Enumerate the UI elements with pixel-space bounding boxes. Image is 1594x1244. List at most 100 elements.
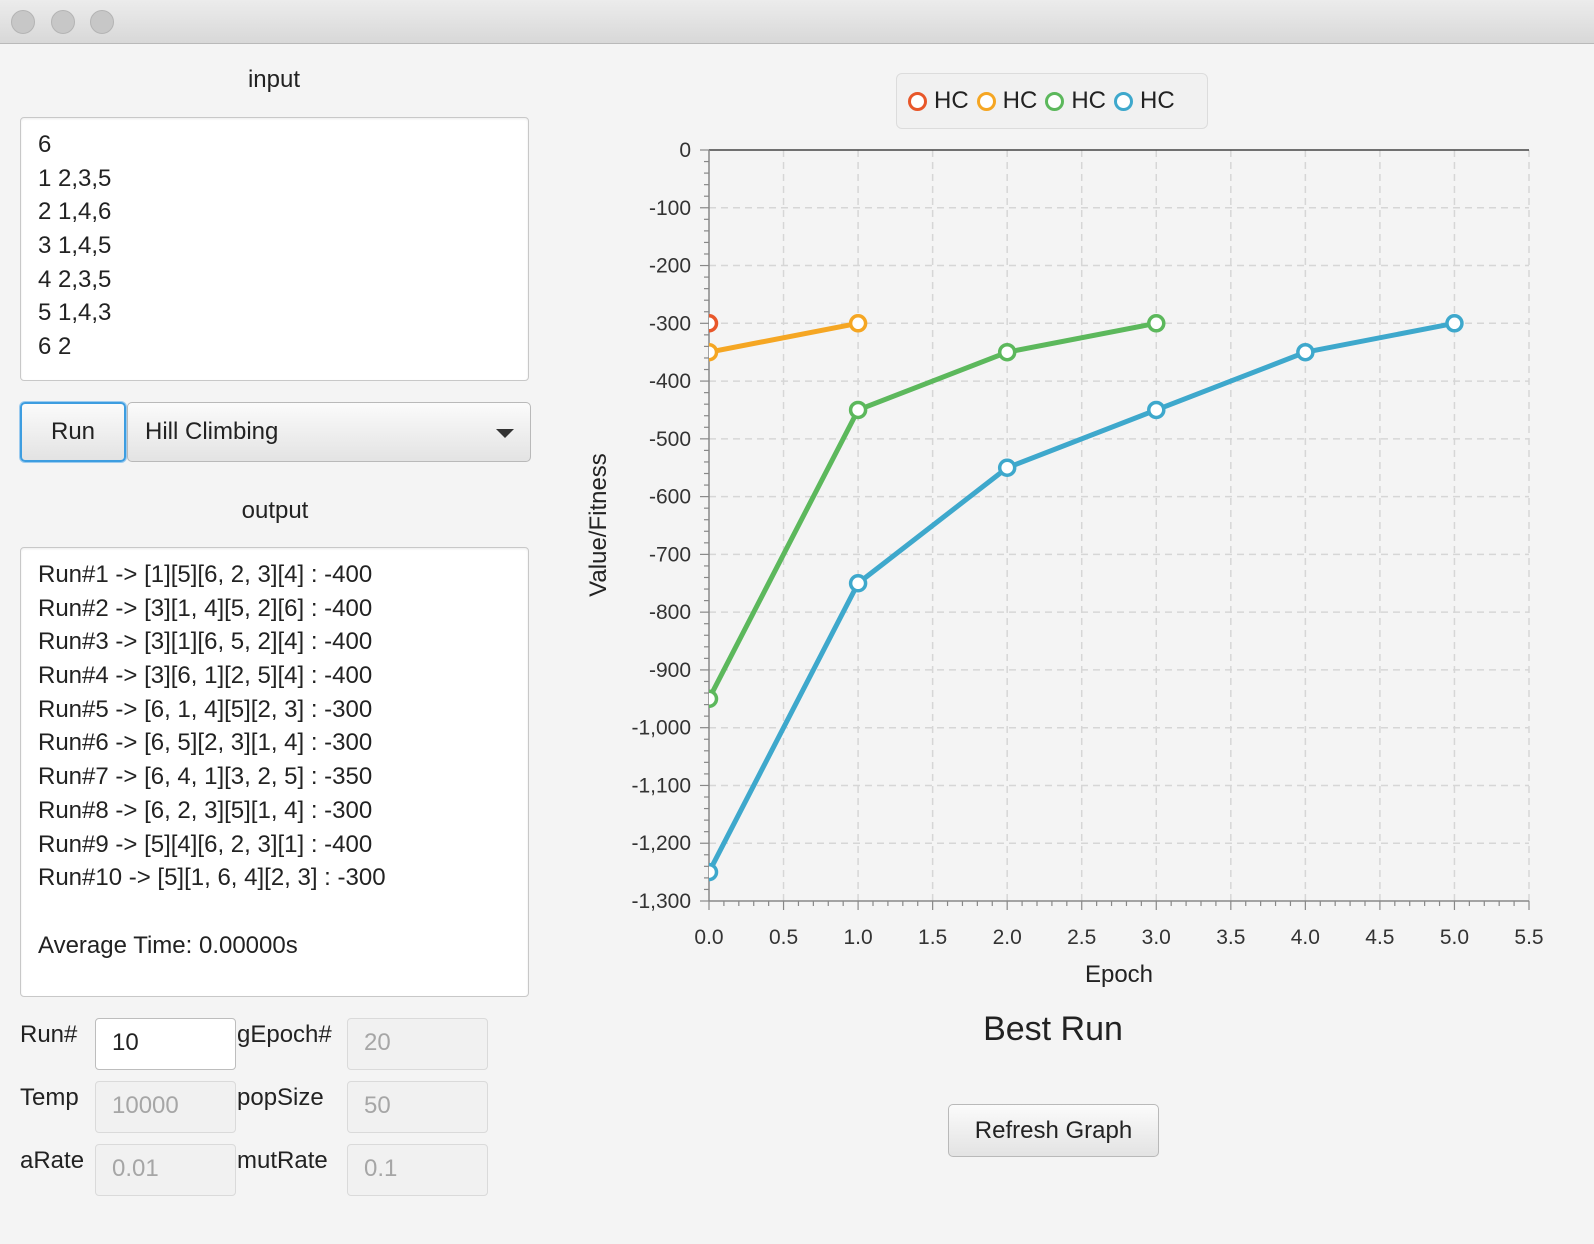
y-tick-label: -1,100 (631, 774, 691, 797)
x-tick-label: 1.5 (918, 926, 947, 949)
data-point (1147, 400, 1166, 420)
data-point (709, 862, 719, 882)
input-line: 2 1,4,6 (38, 198, 112, 226)
output-line: Run#5 -> [6, 1, 4][5][2, 3] : -300 (38, 695, 373, 723)
data-point (709, 314, 719, 333)
plot-area (709, 150, 1529, 901)
legend-label: HC (1002, 87, 1038, 114)
legend-item: HC (976, 87, 1038, 115)
legend-item: HC (1114, 87, 1175, 115)
x-tick-label: 4.5 (1365, 926, 1394, 949)
legend-marker-icon (1045, 91, 1065, 111)
legend-marker-icon (1114, 91, 1134, 111)
data-point (709, 689, 719, 709)
output-textarea[interactable]: Run#1 -> [1][5][6, 2, 3][4] : -400 Run#2 … (20, 547, 529, 997)
y-tick-label: -500 (649, 428, 691, 451)
y-tick-label: -600 (649, 486, 691, 509)
y-tick-label: -1,000 (631, 717, 691, 740)
y-tick-label: -1,200 (631, 832, 691, 855)
input-line: 6 (38, 131, 52, 158)
data-point (848, 574, 868, 593)
output-line: Run#7 -> [6, 4, 1][3, 2, 5] : -350 (38, 763, 373, 791)
y-tick-label: -700 (649, 543, 691, 566)
data-point (997, 342, 1017, 362)
output-line: Run#3 -> [3][1][6, 5, 2][4] : -400 (38, 628, 373, 656)
x-tick-label: 3.5 (1216, 926, 1245, 949)
output-line: Run#1 -> [1][5][6, 2, 3][4] : -400 (38, 561, 373, 588)
output-line: Run#4 -> [3][6, 1][2, 5][4] : -400 (38, 662, 373, 690)
chevron-down-icon (496, 429, 514, 438)
legend-label: HC (934, 87, 969, 114)
legend-item: HC (1045, 87, 1106, 115)
output-line: Average Time: 0.00000s (38, 931, 298, 959)
y-tick-label: -100 (649, 197, 691, 220)
data-point (709, 342, 719, 362)
x-tick-label: 2.5 (1067, 926, 1096, 949)
close-window-button[interactable] (11, 10, 35, 34)
x-tick-label: 1.0 (843, 926, 872, 949)
input-line: 6 2 (38, 333, 72, 361)
zoom-window-button[interactable] (90, 10, 114, 34)
mutrate-field[interactable]: 0.1 (347, 1144, 488, 1196)
x-tick-label: 2.0 (993, 926, 1022, 949)
refresh-graph-button[interactable]: Refresh Graph (948, 1104, 1159, 1157)
run-button[interactable]: Run (20, 402, 126, 462)
x-tick-label: 3.0 (1142, 926, 1171, 949)
arate-field[interactable]: 0.01 (95, 1144, 236, 1196)
data-point (1445, 314, 1464, 333)
temp-field[interactable]: 10000 (95, 1081, 236, 1133)
y-tick-label: -800 (649, 601, 691, 624)
chart-title: Best Run (983, 1010, 1123, 1048)
output-line: Run#10 -> [5][1, 6, 4][2, 3] : -300 (38, 864, 386, 892)
x-axis-label: Epoch (1085, 961, 1153, 988)
output-line (38, 895, 511, 929)
mutrate-label: mutRate (237, 1147, 328, 1174)
series-line (709, 320, 1455, 874)
legend-item: HC (908, 87, 969, 115)
x-tick-label: 5.5 (1514, 926, 1543, 949)
y-axis-label: Value/Fitness (585, 453, 612, 597)
input-line: 4 2,3,5 (38, 265, 112, 293)
output-line: Run#6 -> [6, 5][2, 3][1, 4] : -300 (38, 729, 373, 757)
legend-marker-icon (908, 91, 927, 111)
x-tick-label: 0.0 (694, 926, 723, 949)
window-titlebar (0, 0, 1594, 44)
x-tick-label: 0.5 (769, 926, 798, 949)
legend-marker-icon (976, 91, 996, 111)
x-tick-label: 5.0 (1440, 926, 1469, 949)
input-line: 3 1,4,5 (38, 232, 112, 260)
y-tick-label: -200 (649, 255, 691, 278)
data-point (997, 458, 1017, 477)
input-line: 5 1,4,3 (38, 299, 112, 327)
output-line: Run#2 -> [3][1, 4][5, 2][6] : -400 (38, 594, 373, 622)
gepoch-label: gEpoch# (237, 1021, 332, 1048)
output-label: output (241, 497, 309, 524)
legend-label: HC (1140, 87, 1175, 114)
series-line (709, 320, 859, 355)
x-tick-label: 4.0 (1291, 926, 1320, 949)
input-textarea[interactable]: 6 1 2,3,5 2 1,4,6 3 1,4,5 4 2,3,5 5 1,4,3 6 2 (20, 117, 529, 381)
input-label: input (247, 66, 301, 93)
data-point (1296, 342, 1315, 362)
y-tick-label: -900 (649, 659, 691, 682)
output-line: Run#8 -> [6, 2, 3][5][1, 4] : -300 (38, 796, 373, 824)
y-tick-label: -300 (649, 312, 691, 335)
run-count-field[interactable]: 10 (95, 1018, 236, 1070)
data-point (848, 400, 868, 420)
y-tick-label: 0 (679, 139, 691, 162)
run-count-label: Run# (20, 1021, 78, 1048)
series-line (709, 320, 1157, 700)
algorithm-select[interactable]: Hill Climbing (127, 402, 531, 462)
output-line: Run#9 -> [5][4][6, 2, 3][1] : -400 (38, 830, 373, 858)
y-tick-label: -400 (649, 370, 691, 393)
arate-label: aRate (20, 1147, 85, 1174)
popsize-label: popSize (237, 1084, 324, 1111)
gepoch-field[interactable]: 20 (347, 1018, 488, 1070)
algorithm-select-value: Hill Climbing (145, 418, 279, 445)
legend-label: HC (1071, 87, 1107, 114)
minimize-window-button[interactable] (51, 10, 75, 34)
chart-legend: HC HC HC HC (896, 73, 1208, 129)
popsize-field[interactable]: 50 (347, 1081, 488, 1133)
temp-label: Temp (20, 1084, 79, 1111)
y-tick-label: -1,300 (631, 890, 691, 913)
